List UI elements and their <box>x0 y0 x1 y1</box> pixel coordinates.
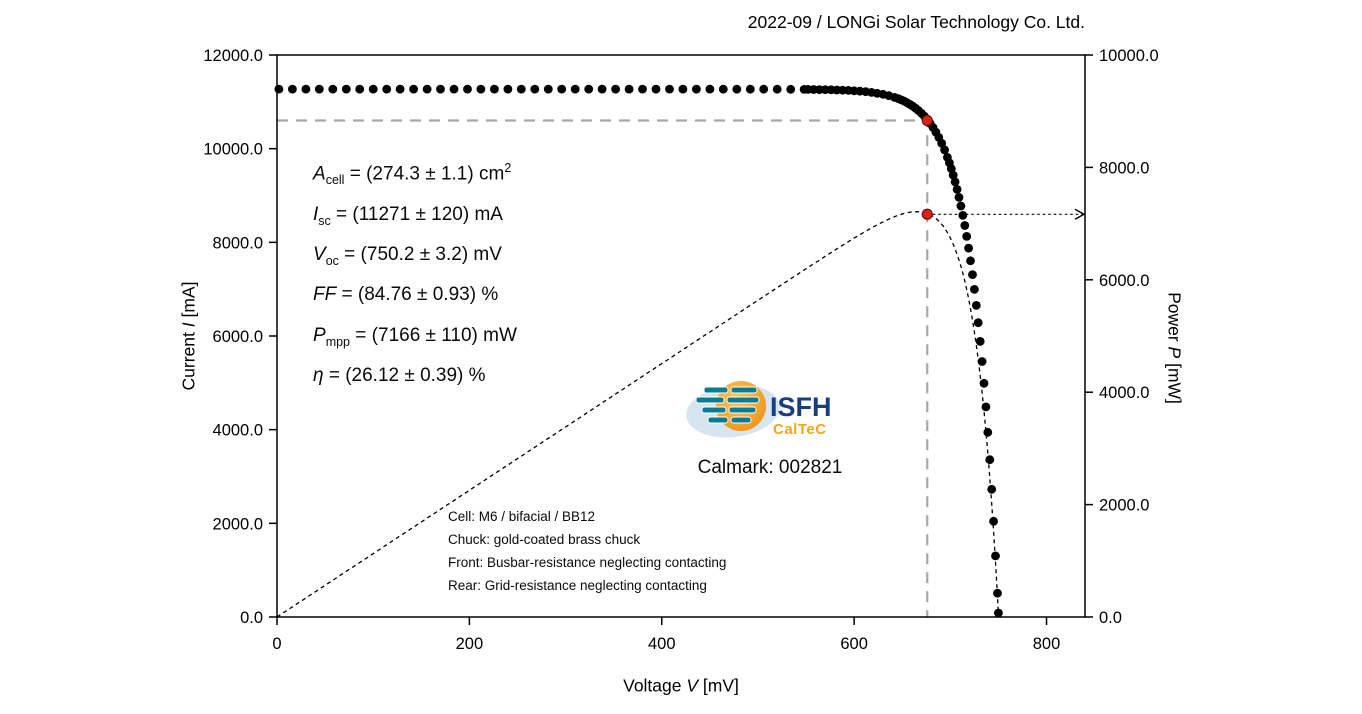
svg-text:8000.0: 8000.0 <box>213 234 263 252</box>
cell-info-line-cell: Cell: M6 / bifacial / BB12 <box>448 509 596 524</box>
x-label-var: V <box>686 675 699 696</box>
svg-text:600: 600 <box>840 635 868 653</box>
x-label-text: Voltage <box>623 675 687 696</box>
measurement-results-block: Acell = (274.3 ± 1.1) cm2 Isc = (11271 ±… <box>313 151 517 399</box>
y-left-label-unit: [mA] <box>178 281 199 323</box>
chart-title: 2022-09 / LONGi Solar Technology Co. Ltd… <box>747 12 1085 32</box>
svg-text:0: 0 <box>272 635 281 653</box>
svg-text:4000.0: 4000.0 <box>1099 384 1149 402</box>
svg-text:0.0: 0.0 <box>240 609 263 627</box>
calmark-label: Calmark: 002821 <box>697 457 843 478</box>
logo-name-text: ISFH <box>770 392 832 422</box>
cell-info-line-rear: Rear: Grid-resistance neglecting contact… <box>448 578 707 593</box>
svg-text:6000.0: 6000.0 <box>1099 272 1149 290</box>
svg-text:12000.0: 12000.0 <box>203 47 263 65</box>
svg-text:800: 800 <box>1033 635 1061 653</box>
svg-text:2000.0: 2000.0 <box>213 515 263 533</box>
svg-text:2000.0: 2000.0 <box>1099 497 1149 515</box>
cell-info-line-front: Front: Busbar-resistance neglecting cont… <box>448 555 727 570</box>
cell-info-block: Cell: M6 / bifacial / BB12 Chuck: gold-c… <box>448 505 726 597</box>
svg-text:8000.0: 8000.0 <box>1099 159 1149 177</box>
svg-text:400: 400 <box>648 635 676 653</box>
y-right-label-text: Power <box>1164 292 1185 347</box>
result-ff: FF = (84.76 ± 0.93) % <box>313 284 499 306</box>
svg-text:10000.0: 10000.0 <box>203 141 263 159</box>
svg-text:4000.0: 4000.0 <box>213 422 263 440</box>
y-left-label-var: I <box>178 322 199 328</box>
result-pmpp: Pmpp = (7166 ± 110) mW <box>313 324 517 349</box>
result-eta: η = (26.12 ± 0.39) % <box>313 364 486 386</box>
svg-text:200: 200 <box>456 635 484 653</box>
isfh-logo-graphic: ISFH CalTeC <box>686 381 832 438</box>
isfh-caltec-logo: ISFH CalTeC <box>686 374 856 446</box>
x-label-unit: [mV] <box>698 675 739 696</box>
result-area: Acell = (274.3 ± 1.1) cm2 <box>313 161 512 188</box>
result-isc: Isc = (11271 ± 120) mA <box>313 203 503 228</box>
svg-text:0.0: 0.0 <box>1099 609 1122 627</box>
cell-info-line-chuck: Chuck: gold-coated brass chuck <box>448 532 641 547</box>
svg-text:6000.0: 6000.0 <box>213 328 263 346</box>
y-right-label-unit: [mW] <box>1164 358 1185 404</box>
shutter-bars-icon <box>695 386 760 424</box>
result-voc: Voc = (750.2 ± 3.2) mV <box>313 243 502 268</box>
y-left-label-text: Current <box>178 327 199 391</box>
logo-sub-text: CalTeC <box>773 421 827 438</box>
y-right-label-var: P <box>1164 346 1185 359</box>
svg-text:10000.0: 10000.0 <box>1099 47 1159 65</box>
